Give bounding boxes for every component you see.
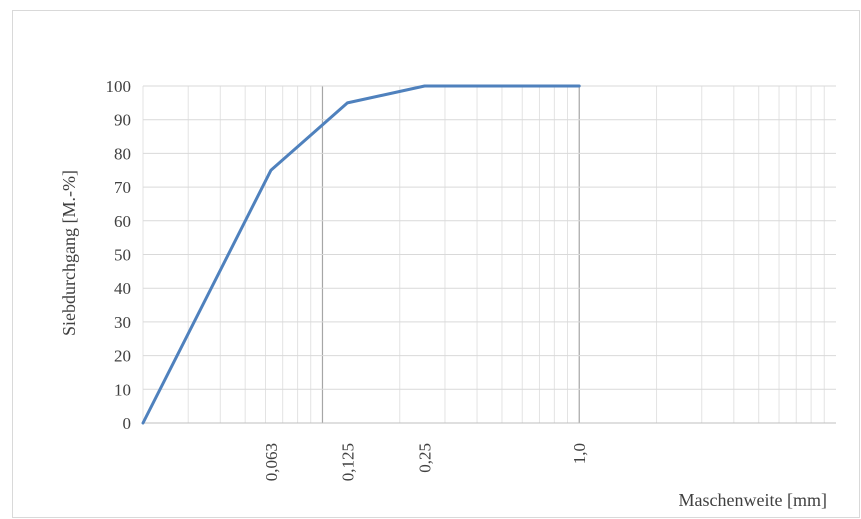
y-tick-label: 10 (114, 380, 131, 399)
y-tick-labels: 0 10 20 30 40 50 60 70 80 90 100 (106, 77, 132, 433)
y-tick-label: 90 (114, 111, 131, 130)
x-tick-labels: 0,063 0,125 0,25 1,0 (262, 443, 589, 481)
series-line (141, 84, 581, 425)
x-tick-label: 0,125 (338, 443, 357, 481)
x-tick-label: 0,25 (416, 443, 435, 473)
grid-lines (142, 85, 836, 424)
y-tick-label: 20 (114, 347, 131, 366)
y-tick-label: 60 (114, 212, 131, 231)
y-tick-label: 70 (114, 178, 131, 197)
x-axis-title: Maschenweite [mm] (679, 490, 827, 510)
y-tick-label: 30 (114, 313, 131, 332)
series-layer (141, 84, 581, 425)
x-tick-label: 1,0 (570, 443, 589, 464)
x-tick-label: 0,063 (262, 443, 281, 481)
y-tick-label: 100 (106, 77, 132, 96)
y-tick-label: 80 (114, 144, 131, 163)
y-axis-title: Siebdurchgang [M.-%] (59, 170, 79, 336)
y-tick-label: 50 (114, 246, 131, 265)
y-tick-label: 40 (114, 279, 131, 298)
chart-area: 0 10 20 30 40 50 60 70 80 90 100 0,063 0,125 0,25 1,0… (12, 10, 860, 518)
y-tick-label: 0 (123, 414, 132, 433)
line-chart: 0 10 20 30 40 50 60 70 80 90 100 0,063 0,125 0,25 1,0… (59, 77, 836, 510)
